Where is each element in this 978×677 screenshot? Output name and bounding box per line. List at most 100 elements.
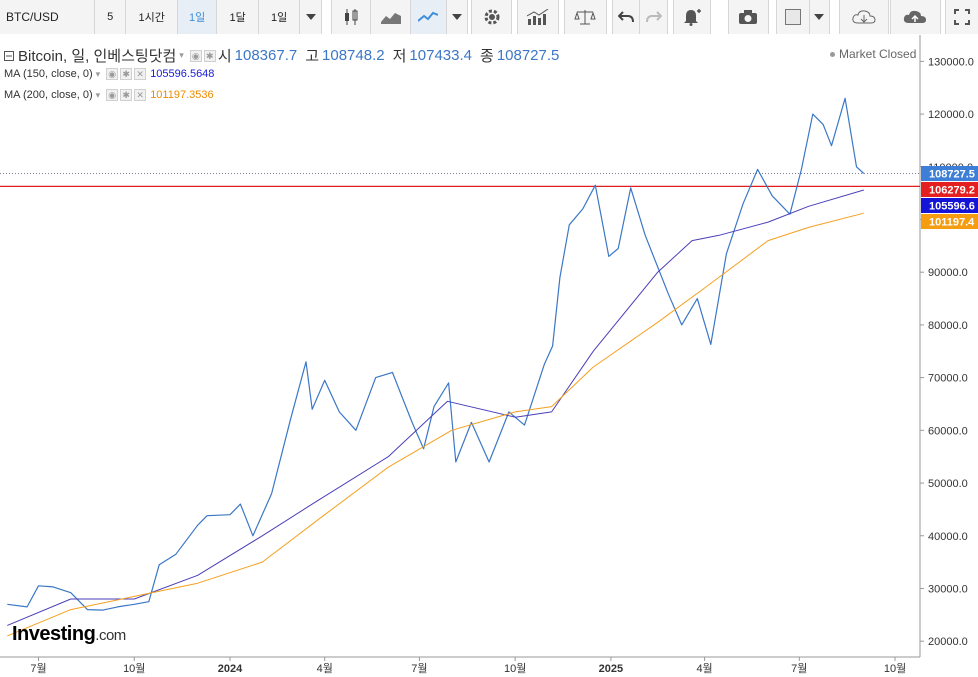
background-color-button[interactable] — [776, 0, 811, 34]
gear-icon[interactable]: ✱ — [120, 89, 133, 101]
chart-area[interactable]: 20000.0 30000.0 40000.0 50000.0 60000.0 70000… — [0, 35, 978, 677]
main-legend: Bitcoin, 일, 인베스팅닷컴 ▾ ◉ ✱ 시 108367.7 고 10874… — [4, 45, 567, 66]
indicators-button[interactable] — [517, 0, 560, 34]
eye-icon[interactable]: ◉ — [106, 89, 119, 101]
toolbar-spacer — [829, 0, 840, 34]
x-tick-label: 2024 — [218, 663, 243, 675]
ma200-value: 101197.3536 — [150, 89, 214, 101]
symbol-selector[interactable]: BTC/USD — [0, 0, 95, 34]
toolbar-spacer — [768, 0, 777, 34]
interval-1d[interactable]: 1일 — [177, 0, 218, 34]
chevron-down-icon[interactable]: ▾ — [95, 89, 101, 100]
price-chart[interactable]: 20000.0 30000.0 40000.0 50000.0 60000.0 70000… — [0, 35, 978, 677]
color-dropdown[interactable] — [810, 0, 830, 34]
price-badge — [921, 197, 978, 213]
toolbar-spacer — [889, 0, 892, 34]
undo-button[interactable] — [612, 0, 641, 34]
alert-button[interactable] — [673, 0, 712, 34]
interval-dropdown[interactable] — [300, 0, 323, 34]
chevron-down-icon — [451, 14, 462, 20]
compare-button[interactable] — [565, 0, 607, 34]
y-tick-label: 50000.0 — [928, 478, 968, 490]
gear-icon[interactable]: ✱ — [120, 68, 133, 80]
x-tick-label: 10월 — [504, 662, 526, 675]
status-dot-icon — [830, 52, 835, 58]
fullscreen-button[interactable] — [946, 0, 978, 34]
toolbar-spacer — [559, 0, 566, 34]
settings-button[interactable] — [472, 0, 512, 34]
toolbar-spacer — [322, 0, 332, 34]
legend-controls: ◉ ✱ — [189, 49, 218, 62]
gear-icon[interactable]: ✱ — [203, 49, 216, 62]
eye-icon[interactable]: ◉ — [189, 49, 202, 62]
price-series-line — [7, 97, 865, 611]
logo-brand: Investing — [12, 623, 96, 645]
interval-5-label: 5 — [107, 11, 114, 23]
close-icon[interactable]: ✕ — [134, 89, 147, 101]
y-tick-label: 30000.0 — [928, 583, 968, 595]
area-button[interactable] — [371, 0, 411, 34]
logo-domain: .com — [95, 627, 126, 644]
y-tick-label: 120000.0 — [928, 109, 974, 121]
chevron-down-icon[interactable]: ▾ — [179, 50, 184, 60]
symbol-label: BTC/USD — [6, 10, 59, 24]
interval-1h-label: 1시간 — [138, 12, 165, 24]
chevron-down-icon[interactable]: ▾ — [95, 68, 101, 79]
interval-1mo-label: 1달 — [229, 12, 246, 24]
close-label: 종 — [480, 48, 494, 65]
open-value: 108367.7 — [234, 47, 298, 64]
y-tick-label: 80000.0 — [928, 320, 968, 332]
close-value: 108727.5 — [496, 47, 560, 64]
bell-add-icon — [684, 9, 702, 26]
area-chart-icon — [380, 13, 401, 24]
investing-logo: Investing.com — [12, 623, 126, 646]
interval-1d-label: 1일 — [188, 12, 206, 24]
save-chart-button[interactable] — [891, 0, 941, 34]
y-tick-label: 70000.0 — [928, 373, 968, 385]
redo-icon — [645, 11, 662, 23]
toolbar-spacer — [940, 0, 947, 34]
x-tick-label: 4월 — [317, 662, 333, 675]
toolbar-spacer — [711, 0, 730, 34]
screenshot-button[interactable] — [729, 0, 769, 34]
toolbar-spacer — [468, 0, 473, 34]
x-tick-label: 4월 — [696, 662, 712, 675]
line-chart-icon — [418, 11, 439, 22]
chevron-down-icon — [814, 14, 825, 20]
color-swatch-icon — [784, 9, 801, 25]
load-chart-button[interactable] — [839, 0, 890, 34]
x-tick-label: 10월 — [123, 662, 145, 675]
price-badge-label: 106279.2 — [929, 184, 975, 196]
x-tick-label: 7월 — [30, 662, 46, 675]
chart-type-dropdown[interactable] — [446, 0, 469, 34]
high-label: 고 — [305, 48, 320, 65]
line-button[interactable] — [410, 0, 447, 34]
redo-button[interactable] — [640, 0, 668, 34]
cloud-download-icon — [852, 10, 876, 24]
ma200-controls: ◉ ✱ ✕ — [106, 89, 148, 101]
x-tick-label: 2025 — [599, 663, 623, 675]
close-icon[interactable]: ✕ — [134, 68, 147, 80]
candles-button[interactable] — [331, 0, 372, 34]
undo-icon — [617, 11, 634, 23]
x-tick-label: 10월 — [884, 662, 906, 675]
price-badge — [921, 181, 978, 197]
toolbar-spacer — [606, 0, 613, 34]
low-label: 저 — [392, 48, 407, 65]
toolbar-spacer — [511, 0, 518, 34]
ma150-legend: MA (150, close, 0) ▾ ◉ ✱ ✕ 105596.5648 — [4, 68, 214, 80]
interval-1h[interactable]: 1시간 — [126, 0, 178, 34]
interval-5[interactable]: 5 — [94, 0, 127, 34]
price-badge-label: 101197.4 — [929, 216, 975, 228]
price-badge — [921, 213, 978, 229]
interval-custom[interactable]: 1일 — [258, 0, 301, 34]
eye-icon[interactable]: ◉ — [106, 68, 119, 80]
interval-1mo[interactable]: 1달 — [217, 0, 259, 34]
y-tick-label: 90000.0 — [928, 267, 968, 279]
ma200-series-line — [7, 212, 864, 637]
price-badge-label: 105596.6 — [929, 200, 975, 212]
toolbar-spacer — [667, 0, 674, 34]
indicators-icon — [526, 9, 549, 25]
y-tick-label: 40000.0 — [928, 531, 968, 543]
collapse-icon[interactable] — [4, 50, 14, 61]
